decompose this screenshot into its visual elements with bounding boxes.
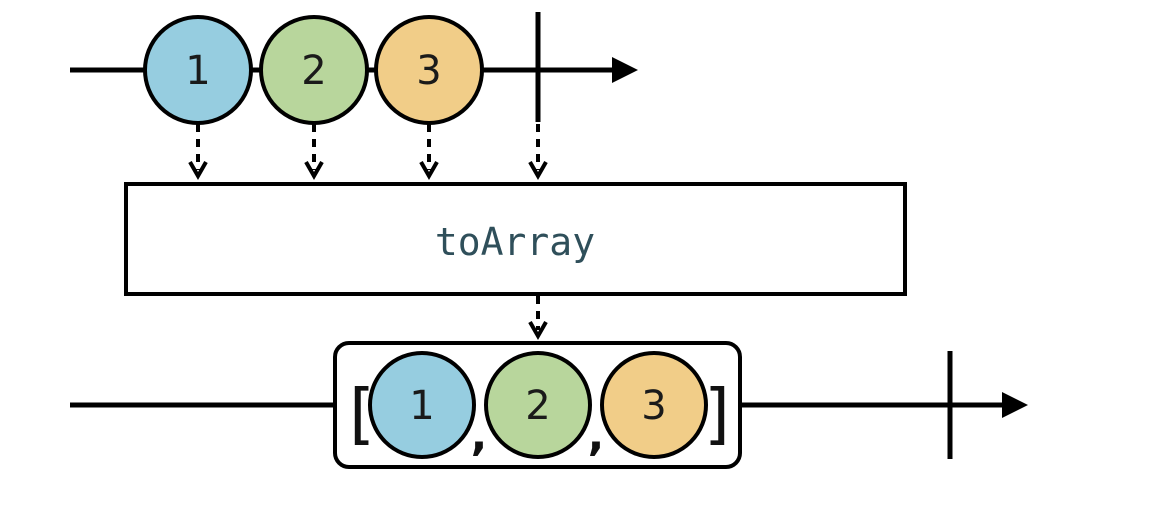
dashed-arrow-3	[419, 124, 439, 181]
operator-to-output-arrow	[528, 296, 548, 341]
input-marble-1: 1	[143, 15, 253, 125]
output-marble-2-circle	[484, 351, 592, 459]
input-marble-3-circle	[374, 15, 484, 125]
input-to-operator-arrows	[188, 124, 548, 181]
input-marble-2: 2	[259, 15, 369, 125]
operator-box-rect	[124, 182, 907, 296]
output-marble-1-circle	[368, 351, 476, 459]
output-timeline: [ 1 , 2 , 3 ]	[70, 341, 1028, 469]
operator-box: toArray	[124, 182, 907, 296]
input-marble-3: 3	[374, 15, 484, 125]
output-marble-3-circle	[600, 351, 708, 459]
input-marble-1-label: 1	[185, 48, 210, 94]
input-timeline: 1 2 3	[70, 12, 638, 125]
output-marble-2: 2	[484, 351, 592, 459]
output-separator-1: ,	[471, 410, 488, 461]
output-marble-2-label: 2	[525, 383, 550, 429]
input-marble-1-circle	[143, 15, 253, 125]
input-timeline-arrowhead	[612, 57, 638, 83]
output-marble-3-label: 3	[641, 383, 666, 429]
output-array-item: [ 1 , 2 , 3 ]	[333, 341, 742, 469]
input-marble-2-circle	[259, 15, 369, 125]
dashed-arrow-2	[304, 124, 324, 181]
dashed-arrow-completion	[528, 124, 548, 181]
operator-label: toArray	[435, 220, 595, 264]
output-separator-2: ,	[588, 410, 605, 461]
output-close-bracket: ]	[704, 375, 730, 452]
input-marble-2-label: 2	[301, 48, 326, 94]
output-marble-1: 1	[368, 351, 476, 459]
output-marble-3: 3	[600, 351, 708, 459]
output-marble-1-label: 1	[409, 383, 434, 429]
output-timeline-arrowhead	[1002, 392, 1028, 418]
dashed-arrow-1	[188, 124, 208, 181]
input-marble-3-label: 3	[416, 48, 441, 94]
